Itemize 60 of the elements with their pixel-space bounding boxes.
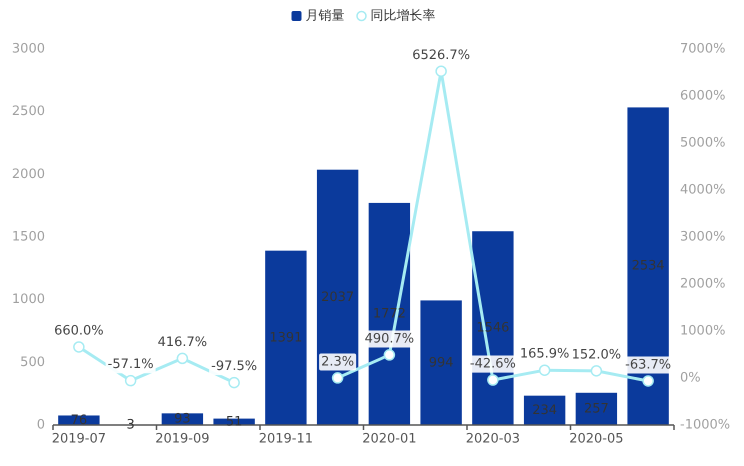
y2-tick-label: 0% (680, 370, 701, 386)
data-label: 6526.7% (412, 48, 470, 63)
x-tick-label: 2019-09 (155, 432, 210, 447)
data-label: 2037 (321, 290, 354, 305)
data-label: 1391 (269, 330, 302, 346)
data-label: -57.1% (108, 357, 154, 372)
data-label: -97.5% (211, 359, 258, 374)
y2-tick-label: 4000% (680, 182, 726, 198)
point (332, 372, 344, 384)
legend-label: 月销量 (306, 8, 344, 24)
y-tick-label: 1000 (12, 292, 45, 308)
data-label: 2.3% (321, 354, 354, 370)
data-label: 257 (584, 401, 609, 416)
bar (524, 396, 566, 425)
point (176, 352, 188, 364)
data-label: 76 (70, 412, 88, 428)
y-tick-label: 2500 (12, 104, 45, 120)
data-label: 234 (532, 402, 558, 418)
point (73, 341, 85, 353)
y-tick-label: 2000 (12, 166, 45, 182)
y2-tick-label: 3000% (680, 230, 726, 245)
data-label: 490.7% (364, 331, 414, 346)
point (124, 374, 136, 386)
point (435, 65, 447, 77)
x-tick-label: 2019-11 (258, 432, 314, 447)
y2-tick-label: 1000% (680, 324, 726, 339)
legend-label: 同比增长率 (370, 8, 436, 24)
x-tick-label: 2019-07 (52, 432, 106, 447)
bar (316, 170, 358, 425)
data-label: 152.0% (572, 347, 622, 362)
y2-tick-label: -1000% (680, 418, 730, 433)
x-tick-label: 2020-03 (466, 432, 520, 447)
point (538, 364, 550, 376)
x-tick-label: 2020-01 (362, 432, 417, 447)
data-label: 165.9% (520, 346, 570, 362)
point (384, 349, 396, 361)
point (487, 374, 499, 386)
data-label: 416.7% (158, 334, 208, 350)
bar (576, 392, 618, 425)
data-label: 93 (174, 412, 191, 427)
y-tick-label: 1500 (12, 230, 45, 245)
y2-tick-label: 6000% (680, 88, 726, 104)
bar (420, 300, 462, 425)
point (590, 365, 602, 377)
point (642, 375, 654, 387)
y2-tick-label: 2000% (680, 276, 726, 292)
data-label: -63.7% (625, 358, 672, 373)
y-tick-label: 3000 (12, 42, 45, 57)
y-tick-label: 500 (20, 354, 45, 370)
y-tick-label: 0 (36, 418, 45, 433)
bar (265, 250, 307, 425)
data-label: 2534 (632, 258, 665, 274)
bar (627, 107, 669, 425)
x-tick-label: 2020-05 (569, 432, 624, 447)
y2-tick-label: 7000% (680, 42, 726, 57)
data-label: -42.6% (470, 356, 516, 372)
data-label: 660.0% (54, 324, 104, 339)
y2-tick-label: 5000% (680, 136, 726, 151)
point (228, 376, 240, 388)
data-label: 994 (428, 355, 454, 370)
